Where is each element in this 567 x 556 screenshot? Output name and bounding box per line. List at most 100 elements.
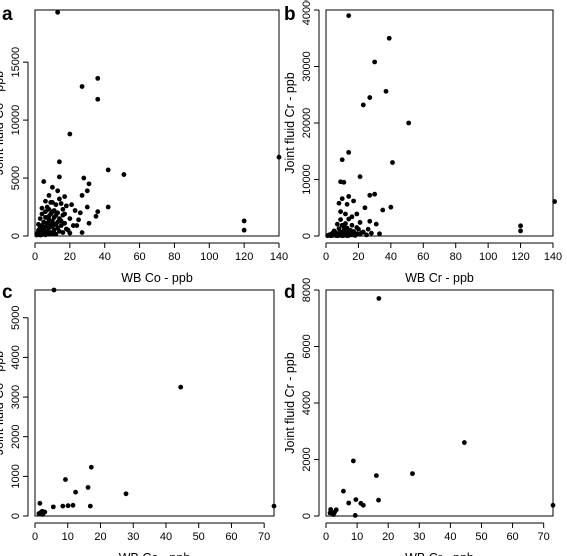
plot-frame-c	[34, 289, 275, 517]
data-point-a	[46, 206, 52, 212]
data-point-a	[41, 179, 47, 184]
data-point-a	[39, 211, 45, 217]
x-tick-label-c: 60	[225, 531, 237, 543]
panel-d: d 0 10 20 30 40 50 60 70 0 2000 4000 6000 8000 WB Cr …	[283, 278, 556, 556]
panel-c: c 0 10 20 30 40 50 60 70 0 1000 2000 3000 4000 5000 WB…	[0, 282, 277, 556]
data-point-a	[34, 232, 40, 238]
y-tick-label-c: 0	[10, 513, 22, 519]
x-tick-label-a: 100	[200, 251, 218, 263]
data-point-b	[344, 233, 350, 239]
data-point-b	[377, 231, 382, 237]
data-point-a	[51, 222, 57, 227]
data-point-a	[69, 202, 74, 208]
data-point-a	[81, 175, 87, 181]
x-tick-label-a: 120	[235, 251, 253, 263]
data-point-b	[362, 205, 368, 211]
data-point-d	[341, 488, 346, 494]
data-point-a	[48, 199, 54, 205]
data-point-a	[86, 220, 92, 226]
data-point-c	[87, 503, 93, 509]
y-tick-label-d: 8000	[301, 278, 313, 302]
x-tick-label-c: 30	[127, 531, 139, 543]
y-tick-label-a: 15000	[10, 47, 22, 78]
x-axis-title-b: WB Cr - ppb	[405, 271, 474, 285]
data-point-b	[346, 194, 352, 199]
y-tick-label-d: 6000	[301, 334, 313, 358]
y-axis-title-d: Joint fluid Cr - ppb	[283, 352, 297, 453]
plot-frame-a	[34, 9, 280, 237]
data-point-b	[354, 225, 360, 230]
data-point-b	[346, 149, 352, 155]
y-tick-label-c: 5000	[10, 306, 22, 330]
x-axis-title-d: WB Cr - ppb	[405, 551, 474, 556]
data-point-d	[331, 512, 336, 517]
data-point-b	[341, 179, 347, 185]
data-point-a	[37, 216, 43, 222]
y-tick-label-a: 10000	[10, 105, 22, 136]
data-point-c	[123, 491, 129, 497]
data-point-b	[339, 157, 345, 163]
panel-a: a 0 20 40 60 80 100 120 140 0 5000 10000 15000 WB Co…	[0, 4, 288, 285]
y-tick-label-a: 0	[10, 233, 22, 239]
x-tick-label-b: 80	[450, 251, 462, 263]
data-point-a	[105, 204, 111, 210]
data-point-b	[339, 196, 345, 202]
data-point-b	[390, 160, 395, 165]
data-point-d	[461, 440, 467, 445]
data-point-a	[72, 208, 78, 213]
x-tick-label-d: 30	[413, 531, 425, 543]
data-point-a	[67, 216, 73, 222]
data-point-b	[365, 226, 371, 232]
data-point-d	[360, 502, 366, 508]
data-point-b	[346, 216, 352, 222]
data-point-a	[60, 230, 66, 235]
x-tick-label-b: 40	[385, 251, 397, 263]
data-point-a	[79, 193, 85, 198]
data-point-a	[241, 218, 247, 224]
data-point-c	[271, 503, 277, 509]
data-point-a	[43, 215, 48, 220]
data-point-b	[344, 201, 350, 207]
data-point-a	[62, 220, 68, 226]
x-tick-label-d: 50	[475, 531, 487, 543]
x-tick-label-c: 40	[160, 531, 172, 543]
plot-frame-b	[325, 9, 554, 237]
data-point-a	[62, 194, 68, 199]
panel-b: b 0 20 40 60 80 100 120 140 0 10000 20000 30000 4000…	[283, 0, 562, 285]
data-point-a	[63, 203, 69, 209]
x-tick-label-a: 140	[270, 251, 288, 263]
data-point-b	[360, 102, 366, 108]
data-point-b	[380, 207, 386, 213]
x-tick-label-c: 70	[258, 531, 270, 543]
data-point-a	[67, 131, 73, 137]
data-point-c	[37, 500, 43, 506]
data-point-c	[65, 503, 71, 509]
x-tick-label-d: 60	[506, 531, 518, 543]
data-point-b	[372, 191, 378, 197]
data-point-b	[357, 174, 363, 180]
data-point-a	[84, 188, 90, 194]
data-point-b	[336, 200, 342, 206]
data-point-a	[43, 198, 48, 204]
data-point-b	[328, 233, 334, 239]
data-point-d	[410, 471, 415, 477]
x-tick-label-b: 140	[544, 251, 562, 263]
data-point-a	[86, 181, 92, 187]
data-point-a	[95, 209, 101, 215]
data-point-d	[346, 500, 352, 506]
data-point-b	[552, 199, 558, 204]
data-point-b	[334, 233, 340, 239]
data-point-c	[73, 489, 78, 495]
data-point-b	[364, 232, 369, 238]
data-point-b	[373, 221, 379, 227]
data-point-a	[39, 205, 45, 211]
x-tick-label-d: 10	[351, 531, 363, 543]
data-point-a	[46, 193, 52, 198]
data-point-d	[352, 513, 358, 518]
data-point-a	[79, 84, 85, 89]
data-point-a	[37, 232, 43, 238]
data-point-b	[388, 204, 394, 210]
y-tick-label-a: 5000	[10, 166, 22, 190]
data-point-a	[121, 172, 127, 177]
